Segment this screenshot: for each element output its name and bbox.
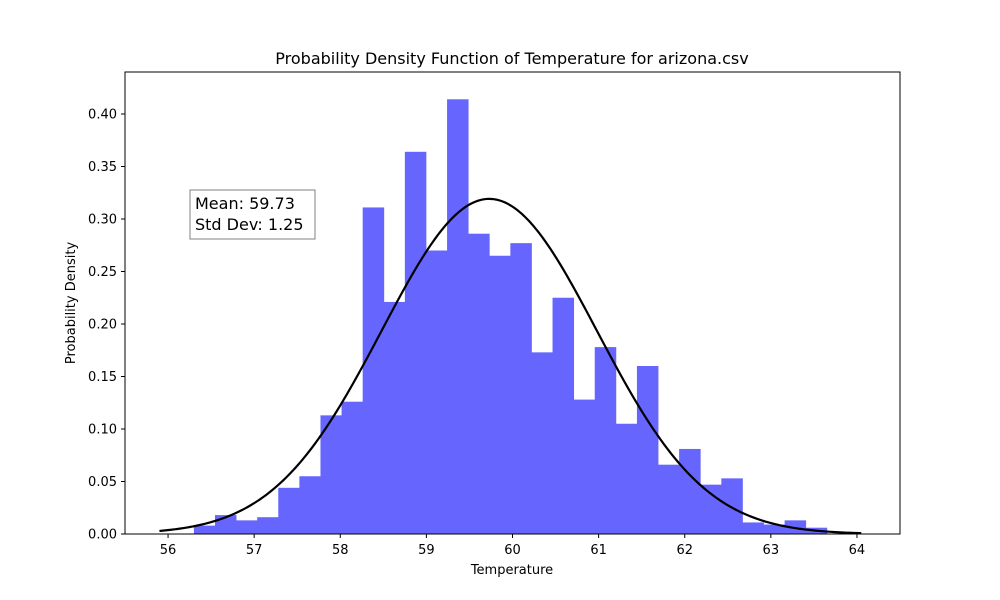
- x-tick-label: 61: [590, 543, 607, 558]
- histogram-bar: [468, 233, 490, 534]
- histogram-bar: [489, 255, 511, 534]
- histogram-bar: [594, 347, 617, 534]
- histogram-bar: [447, 99, 469, 535]
- normal-pdf-curve: [159, 197, 862, 535]
- histogram-bar: [700, 484, 722, 534]
- histogram-bar: [383, 301, 406, 534]
- x-tick-label: 58: [332, 543, 349, 558]
- histogram-bar: [425, 250, 448, 534]
- x-tick-label: 59: [418, 543, 435, 558]
- histogram-bar: [404, 151, 427, 535]
- y-tick-label: 0.10: [88, 423, 117, 438]
- y-axis-ticks: 0.00 0.05 0.10 0.15 0.20 0.25 0.30 0.35 0.40: [88, 108, 125, 543]
- y-tick-label: 0.25: [88, 265, 117, 280]
- histogram-bars: [193, 99, 828, 535]
- x-axis-ticks: 56 57 58 59 60 61 62 63 64: [160, 534, 865, 558]
- histogram-bar: [742, 522, 764, 534]
- mean-label: Mean: 59.73: [195, 194, 295, 213]
- stats-box: [189, 189, 316, 240]
- x-tick-label: 57: [246, 543, 263, 558]
- y-tick-label: 0.20: [88, 318, 117, 333]
- x-tick-label: 60: [504, 543, 521, 558]
- histogram-bar: [636, 366, 659, 534]
- y-tick-label: 0.35: [88, 160, 117, 175]
- histogram-bar: [573, 399, 596, 534]
- y-tick-label: 0.40: [88, 108, 117, 123]
- histogram-bar: [299, 476, 321, 534]
- std-dev-label: Std Dev: 1.25: [195, 215, 304, 234]
- y-tick-label: 0.30: [88, 213, 117, 228]
- x-tick-label: 64: [849, 543, 866, 558]
- histogram-bar: [615, 423, 638, 534]
- histogram-bar: [679, 448, 701, 534]
- histogram-bar: [341, 401, 364, 534]
- histogram-bar: [362, 207, 385, 534]
- histogram-bar: [763, 524, 786, 534]
- chart-title: Probability Density Function of Temperat…: [275, 49, 748, 68]
- stats-annotation: Mean: 59.73 Std Dev: 1.25: [189, 189, 316, 240]
- histogram-bar: [236, 520, 258, 534]
- histogram-bar: [658, 464, 680, 534]
- x-tick-label: 63: [763, 543, 780, 558]
- histogram-bar: [320, 415, 342, 534]
- x-axis-label: Temperature: [470, 563, 553, 578]
- y-tick-label: 0.00: [88, 528, 117, 543]
- histogram-bar: [552, 297, 575, 534]
- histogram-bar: [721, 478, 743, 534]
- histogram-bar: [278, 487, 300, 534]
- histogram-bar: [193, 525, 216, 534]
- x-tick-label: 62: [676, 543, 693, 558]
- y-axis-label: Probability Density: [64, 242, 79, 365]
- histogram-bar: [510, 243, 532, 534]
- x-tick-label: 56: [160, 543, 177, 558]
- histogram-bar: [531, 352, 553, 534]
- y-tick-label: 0.15: [88, 370, 117, 385]
- histogram-bar: [257, 517, 279, 534]
- y-tick-label: 0.05: [88, 475, 117, 490]
